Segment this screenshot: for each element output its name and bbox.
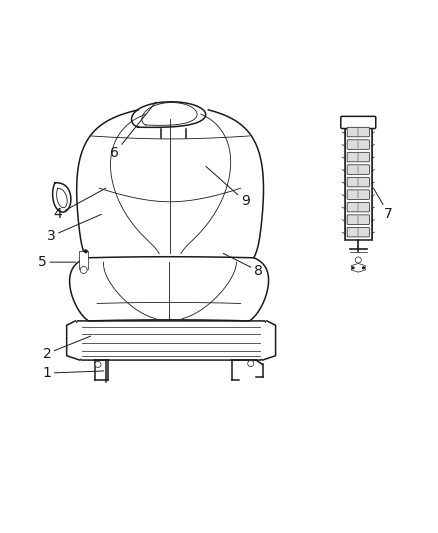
FancyBboxPatch shape <box>347 190 369 199</box>
FancyBboxPatch shape <box>347 215 369 224</box>
Polygon shape <box>262 321 276 360</box>
Polygon shape <box>67 321 80 360</box>
Text: 2: 2 <box>43 336 91 360</box>
Circle shape <box>248 360 254 367</box>
Circle shape <box>85 250 87 253</box>
Text: 5: 5 <box>39 255 75 269</box>
Text: 1: 1 <box>42 366 104 380</box>
FancyBboxPatch shape <box>347 127 369 137</box>
Circle shape <box>95 361 101 367</box>
Polygon shape <box>70 258 268 321</box>
Text: 8: 8 <box>223 254 263 278</box>
Text: 7: 7 <box>374 188 393 221</box>
Polygon shape <box>351 263 365 272</box>
Text: 3: 3 <box>47 214 102 243</box>
Polygon shape <box>53 183 71 212</box>
Circle shape <box>355 257 361 263</box>
Text: 9: 9 <box>206 166 250 208</box>
FancyBboxPatch shape <box>347 203 369 212</box>
Circle shape <box>363 267 364 269</box>
Text: 6: 6 <box>110 102 156 160</box>
FancyBboxPatch shape <box>341 116 376 128</box>
Bar <box>79 251 88 269</box>
Circle shape <box>80 266 87 273</box>
FancyBboxPatch shape <box>347 177 369 187</box>
FancyBboxPatch shape <box>347 140 369 149</box>
FancyBboxPatch shape <box>347 228 369 237</box>
Circle shape <box>352 267 354 269</box>
FancyBboxPatch shape <box>347 152 369 162</box>
Polygon shape <box>73 321 269 360</box>
Polygon shape <box>77 110 264 258</box>
FancyBboxPatch shape <box>347 165 369 174</box>
Text: 4: 4 <box>53 188 106 221</box>
Bar <box>345 127 372 240</box>
